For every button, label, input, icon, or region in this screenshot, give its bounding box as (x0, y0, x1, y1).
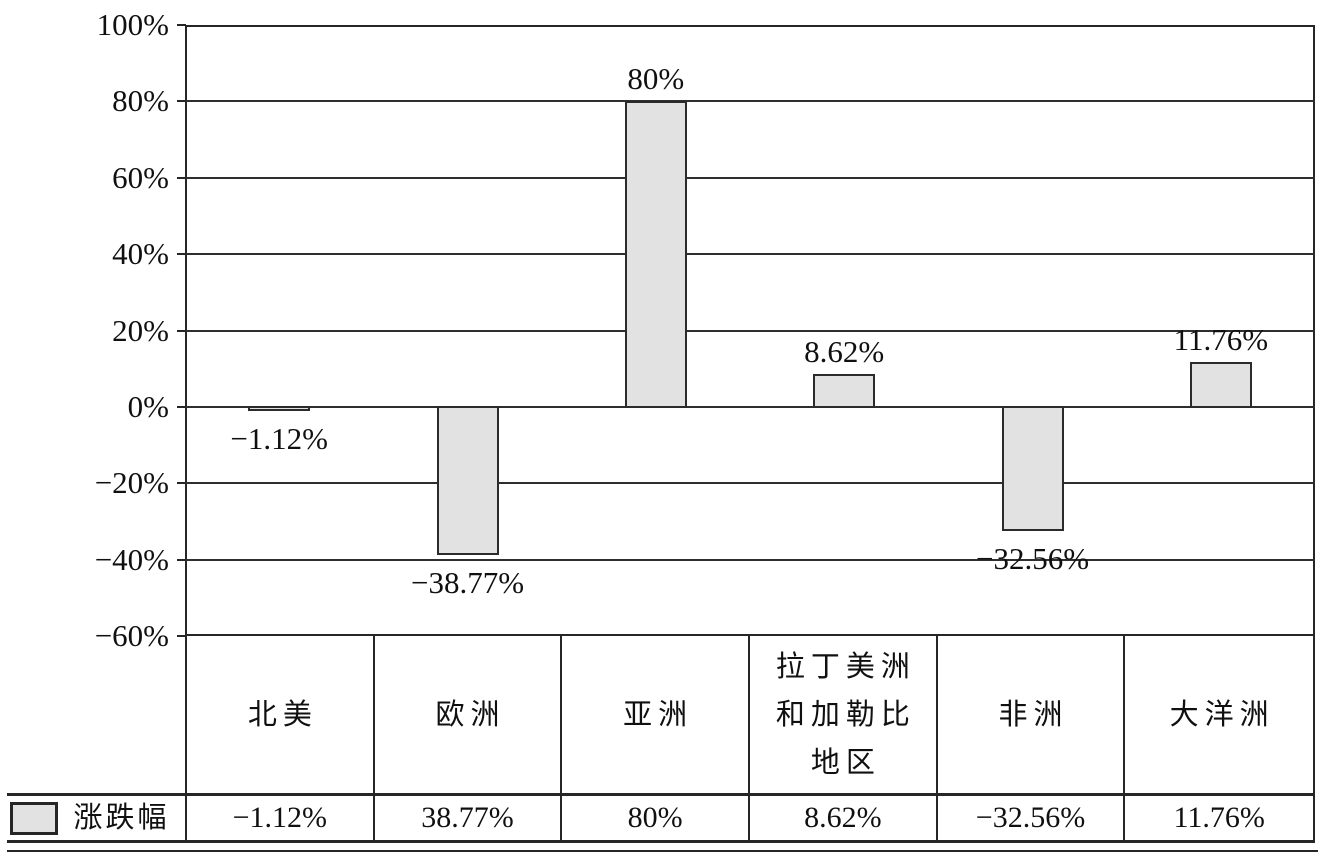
y-tick-label: 100% (96, 7, 169, 42)
table-value-cell-4: −32.56% (938, 796, 1126, 840)
category-label-line: 和加勒比 (775, 698, 916, 731)
legend-cell: 涨跌幅 (7, 793, 185, 843)
gridline-0% (185, 405, 1315, 408)
y-tick-mark (177, 24, 186, 26)
gridline-−40% (185, 558, 1315, 561)
y-tick-label: −40% (94, 541, 169, 577)
bar-2 (624, 101, 687, 408)
category-cell-2: 亚洲 (562, 636, 750, 793)
y-tick-label: −60% (94, 618, 169, 653)
category-cell-0: 北美 (187, 636, 375, 793)
y-tick-label: 40% (112, 236, 169, 272)
bar-value-label-2: 80% (627, 61, 685, 97)
category-axis-row: 北美 欧洲 亚洲 拉丁美洲和加勒比地区 非洲 大洋洲 (185, 636, 1315, 793)
bar-4 (1001, 405, 1064, 532)
legend-swatch-icon (10, 801, 58, 835)
y-tick-mark (177, 176, 186, 179)
table-value-cell-0: −1.12% (187, 796, 375, 840)
y-tick-mark (177, 635, 186, 637)
y-tick-label: 0% (127, 388, 169, 424)
table-value-cell-5: 11.76% (1173, 801, 1265, 834)
y-tick-mark (177, 482, 186, 485)
gridline-60% (185, 176, 1315, 179)
y-tick-label: 20% (112, 312, 169, 348)
y-tick-label: −20% (94, 465, 169, 501)
y-tick-label: 80% (112, 83, 169, 119)
category-label-line: 拉丁美洲 (775, 650, 916, 683)
bar-value-label-4: −32.56% (975, 541, 1090, 577)
bar-value-label-5: 11.76% (1173, 321, 1269, 357)
table-value-cell-1: 38.77% (375, 796, 563, 840)
category-label-line: 地区 (810, 746, 881, 779)
bar-value-label-0: −1.12% (230, 421, 328, 457)
gridline-40% (185, 253, 1315, 256)
category-cell-4: 非洲 (938, 636, 1126, 793)
bar-value-label-3: 8.62% (804, 333, 885, 369)
legend-series-label: 涨跌幅 (73, 802, 170, 834)
category-label-line: 非洲 (998, 698, 1069, 731)
y-tick-mark (177, 405, 186, 408)
bar-3 (813, 373, 876, 408)
bar-1 (436, 405, 499, 555)
y-tick-mark (177, 329, 186, 332)
gridline-80% (185, 100, 1315, 103)
category-cell-1: 欧洲 (375, 636, 563, 793)
legend-values-row: −1.12% 38.77% 80% 8.62% −32.56% 11.76% (185, 793, 1315, 843)
category-label-line: 亚洲 (623, 698, 694, 731)
bar-value-label-1: −38.77% (410, 564, 525, 600)
y-tick-label: 60% (112, 159, 169, 195)
category-label-line: 大洋洲 (1169, 698, 1275, 731)
bar-5 (1189, 361, 1252, 408)
y-tick-mark (177, 253, 186, 256)
category-cell-5: 大洋洲 (1125, 636, 1313, 793)
gridline-20% (185, 329, 1315, 332)
bar-0 (248, 405, 311, 412)
category-cell-3: 拉丁美洲和加勒比地区 (750, 636, 938, 793)
y-tick-mark (177, 558, 186, 561)
bottom-rule-divider (7, 850, 1318, 852)
table-value-cell-2: 80% (562, 796, 750, 840)
table-value-cell-3: 8.62% (750, 796, 938, 840)
category-label-line: 欧洲 (435, 698, 506, 731)
category-label-line: 北美 (247, 698, 318, 731)
gridline-−20% (185, 482, 1315, 485)
y-tick-mark (177, 100, 186, 103)
